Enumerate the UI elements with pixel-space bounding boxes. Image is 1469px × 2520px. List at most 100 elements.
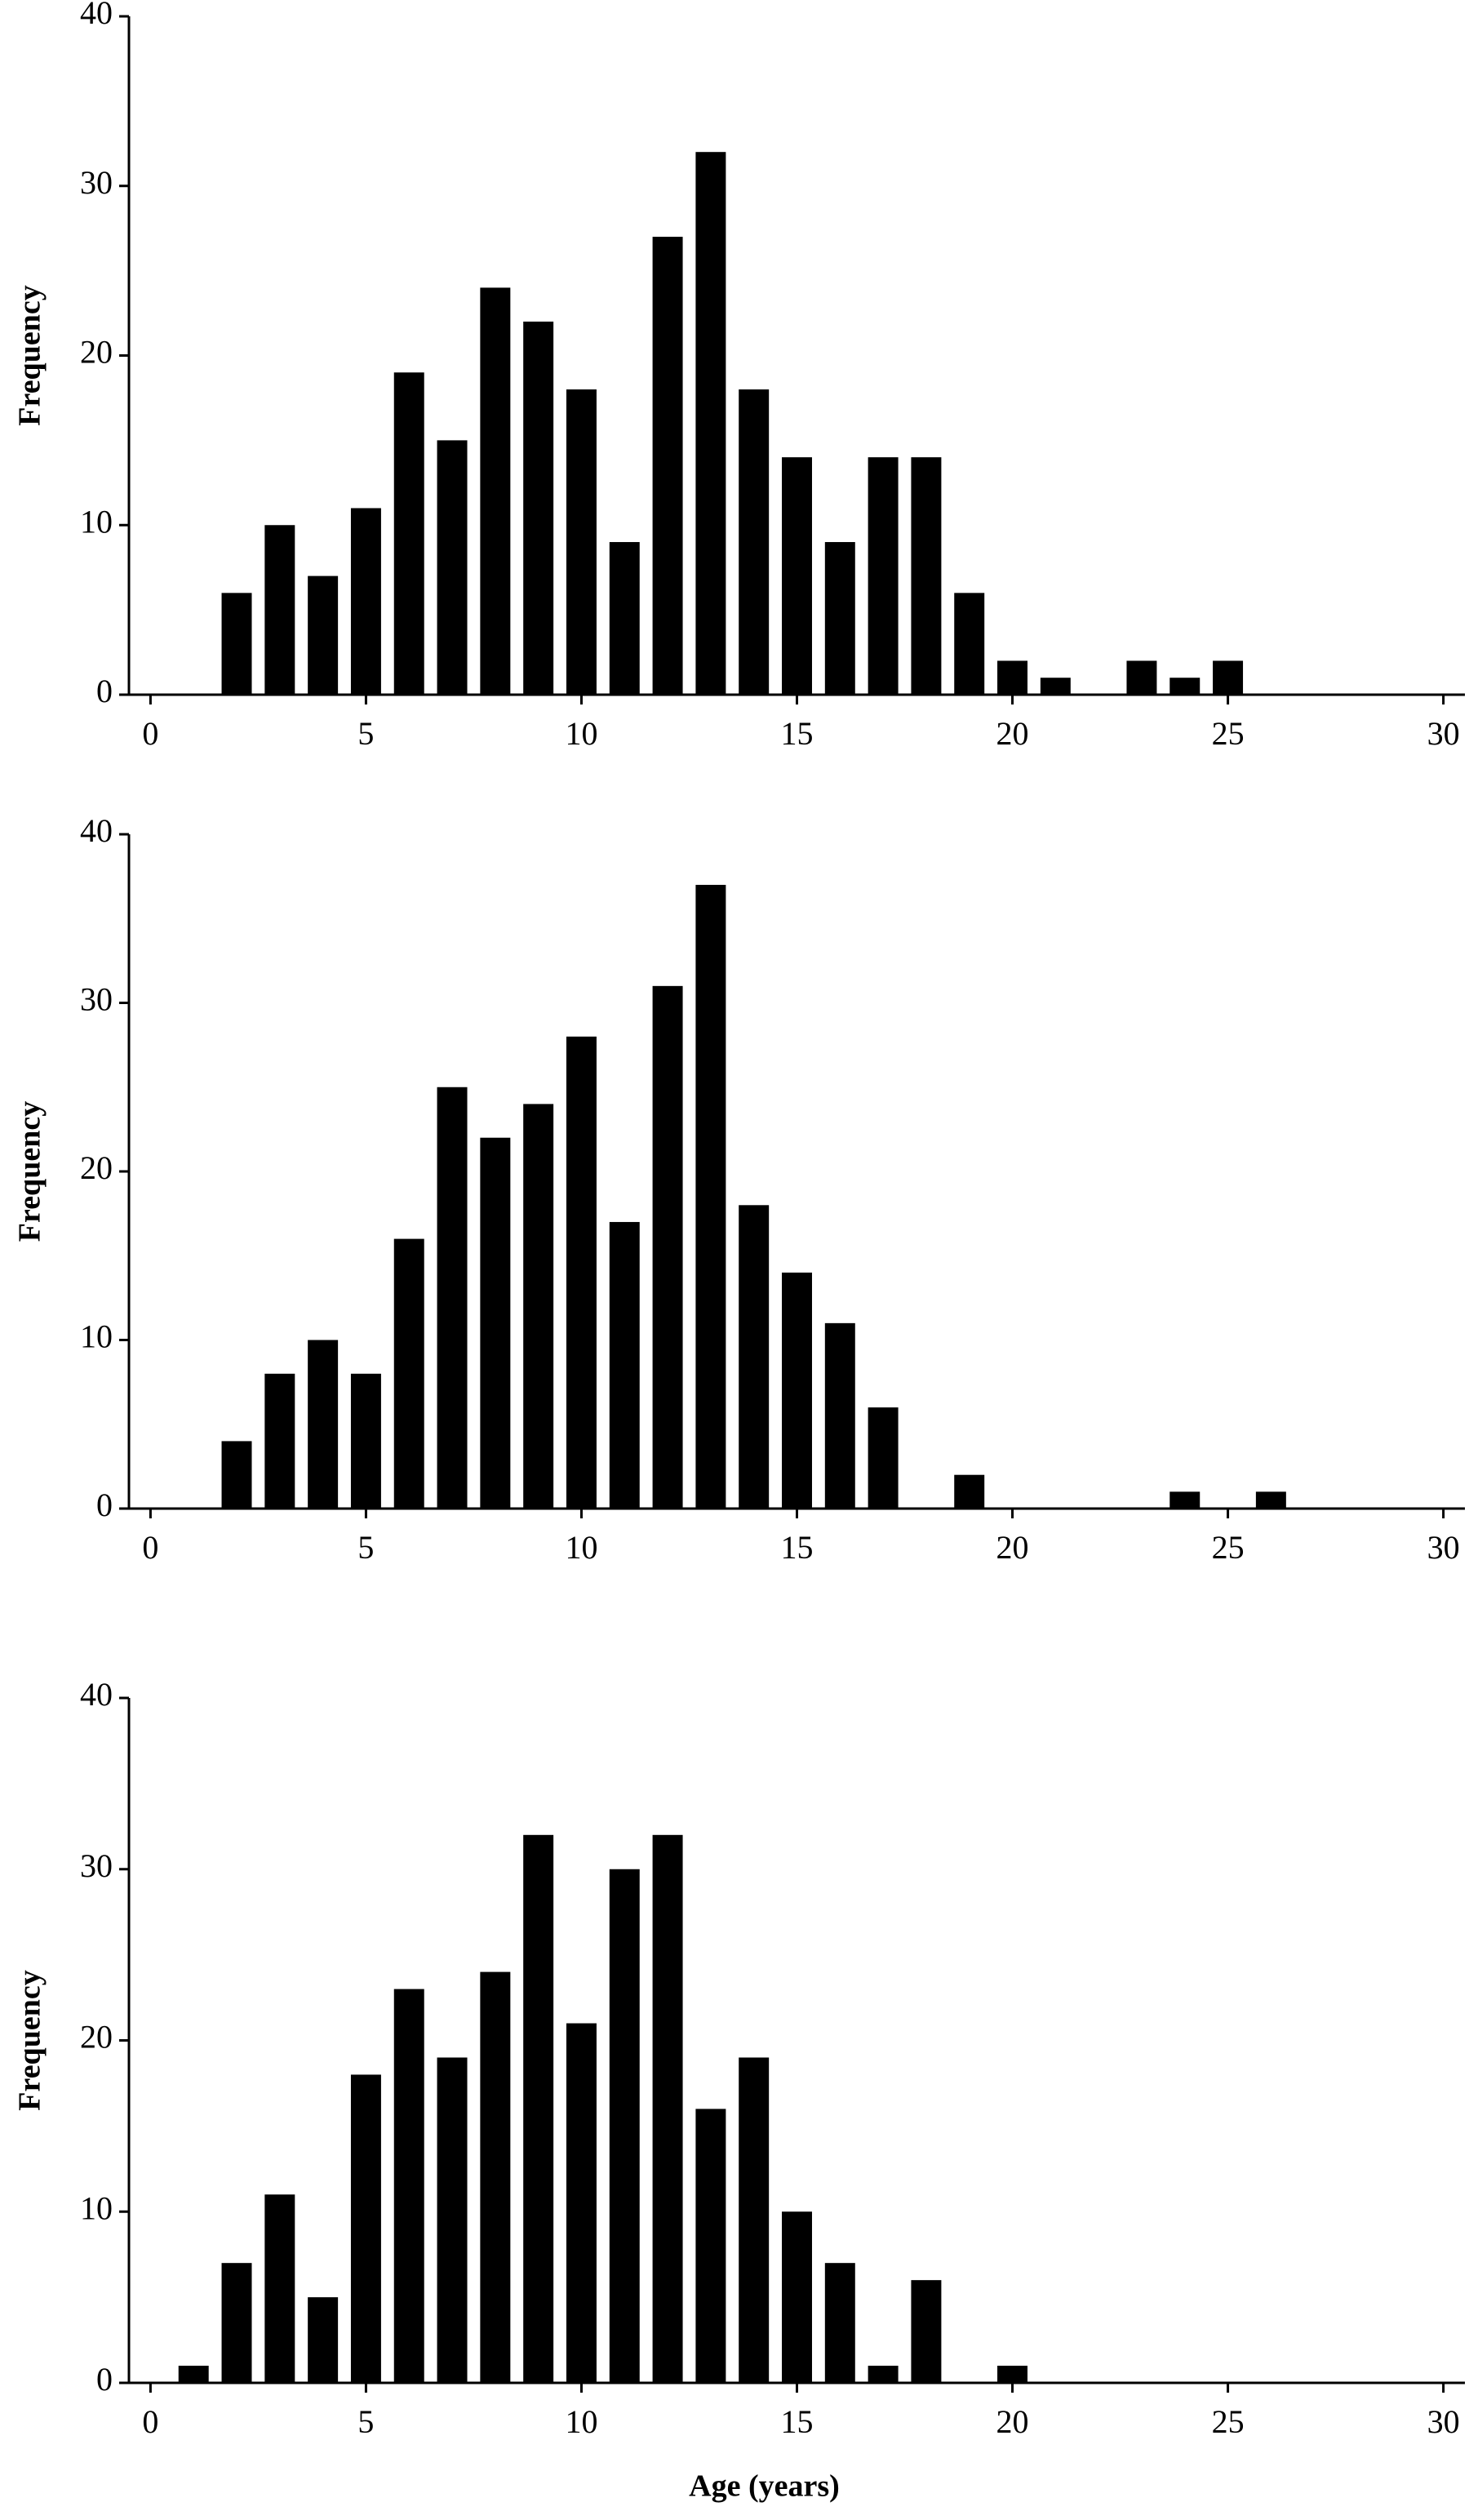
bar xyxy=(782,457,812,695)
bar xyxy=(868,2366,899,2383)
bar xyxy=(523,1104,554,1509)
bar xyxy=(1040,678,1071,695)
x-tick-label: 25 xyxy=(1212,715,1245,752)
y-tick-label: 10 xyxy=(80,2189,113,2226)
bar xyxy=(566,2023,597,2383)
x-tick-label: 30 xyxy=(1427,2403,1460,2440)
y-tick-label: 20 xyxy=(80,1149,113,1186)
bar xyxy=(566,1036,597,1509)
x-axis-title: Age (years) xyxy=(689,2469,840,2504)
bar xyxy=(221,1441,252,1509)
bar xyxy=(523,1834,554,2383)
bar xyxy=(652,237,683,695)
y-tick-label: 30 xyxy=(80,1847,113,1884)
x-tick-label: 10 xyxy=(565,1529,597,1566)
x-tick-label: 15 xyxy=(781,2403,814,2440)
y-tick-label: 40 xyxy=(80,812,113,849)
y-axis-title: Frequency xyxy=(13,1970,47,2110)
y-tick-label: 20 xyxy=(80,2019,113,2056)
x-tick-label: 5 xyxy=(357,2403,374,2440)
x-tick-label: 25 xyxy=(1212,1529,1245,1566)
y-tick-label: 40 xyxy=(80,0,113,31)
bar xyxy=(954,593,985,695)
x-tick-label: 0 xyxy=(142,1529,158,1566)
bar xyxy=(264,525,295,695)
bar xyxy=(566,389,597,695)
bar xyxy=(393,1989,424,2383)
bar xyxy=(868,457,899,695)
bar xyxy=(609,542,640,695)
y-tick-label: 10 xyxy=(80,1318,113,1355)
bar xyxy=(264,1373,295,1509)
x-tick-label: 20 xyxy=(996,1529,1029,1566)
x-tick-label: 20 xyxy=(996,2403,1029,2440)
bar xyxy=(480,1137,511,1509)
x-tick-label: 30 xyxy=(1427,1529,1460,1566)
bar xyxy=(437,440,468,695)
bar xyxy=(437,2057,468,2383)
x-tick-label: 0 xyxy=(142,715,158,752)
bar xyxy=(652,985,683,1509)
bar xyxy=(824,2263,855,2383)
bar xyxy=(609,1221,640,1509)
bar xyxy=(824,1322,855,1509)
y-tick-label: 30 xyxy=(80,164,113,201)
bar xyxy=(221,2263,252,2383)
x-tick-label: 25 xyxy=(1212,2403,1245,2440)
bar xyxy=(523,321,554,695)
bar xyxy=(739,1205,770,1509)
bar xyxy=(782,1272,812,1509)
bar xyxy=(911,457,942,695)
bar xyxy=(695,152,726,695)
y-tick-label: 0 xyxy=(96,2361,113,2398)
bar xyxy=(609,1869,640,2383)
y-tick-label: 30 xyxy=(80,981,113,1018)
y-tick-label: 0 xyxy=(96,1487,113,1523)
bar xyxy=(1169,1491,1200,1509)
bar xyxy=(1255,1491,1286,1509)
bar xyxy=(308,576,339,695)
bar xyxy=(1169,678,1200,695)
bar xyxy=(350,2074,381,2383)
y-tick-label: 10 xyxy=(80,503,113,540)
bar xyxy=(652,1834,683,2383)
bar xyxy=(437,1087,468,1509)
bar xyxy=(350,1373,381,1509)
bar xyxy=(393,1238,424,1509)
bar xyxy=(739,389,770,695)
bar xyxy=(1213,660,1244,695)
bar xyxy=(178,2366,209,2383)
bar xyxy=(824,542,855,695)
bar xyxy=(308,2297,339,2383)
bar xyxy=(480,1971,511,2383)
x-tick-label: 20 xyxy=(996,715,1029,752)
bar xyxy=(1126,660,1157,695)
bar xyxy=(695,2109,726,2383)
bar xyxy=(308,1340,339,1509)
bar xyxy=(911,2280,942,2383)
y-axis-title: Frequency xyxy=(13,285,47,425)
bar xyxy=(264,2194,295,2383)
bar xyxy=(695,884,726,1509)
bar xyxy=(350,508,381,695)
x-tick-label: 15 xyxy=(781,1529,814,1566)
x-tick-label: 5 xyxy=(357,1529,374,1566)
y-tick-label: 20 xyxy=(80,334,113,371)
bar xyxy=(954,1474,985,1509)
x-tick-label: 15 xyxy=(781,715,814,752)
x-tick-label: 10 xyxy=(565,2403,597,2440)
y-tick-label: 0 xyxy=(96,673,113,709)
x-tick-label: 30 xyxy=(1427,715,1460,752)
x-tick-label: 0 xyxy=(142,2403,158,2440)
bar xyxy=(997,2366,1028,2383)
bar xyxy=(868,1407,899,1509)
bar xyxy=(221,593,252,695)
bar xyxy=(782,2211,812,2383)
y-axis-title: Frequency xyxy=(13,1101,47,1242)
x-tick-label: 5 xyxy=(357,715,374,752)
bar xyxy=(739,2057,770,2383)
x-tick-label: 10 xyxy=(565,715,597,752)
bar xyxy=(997,660,1028,695)
y-tick-label: 40 xyxy=(80,1676,113,1713)
